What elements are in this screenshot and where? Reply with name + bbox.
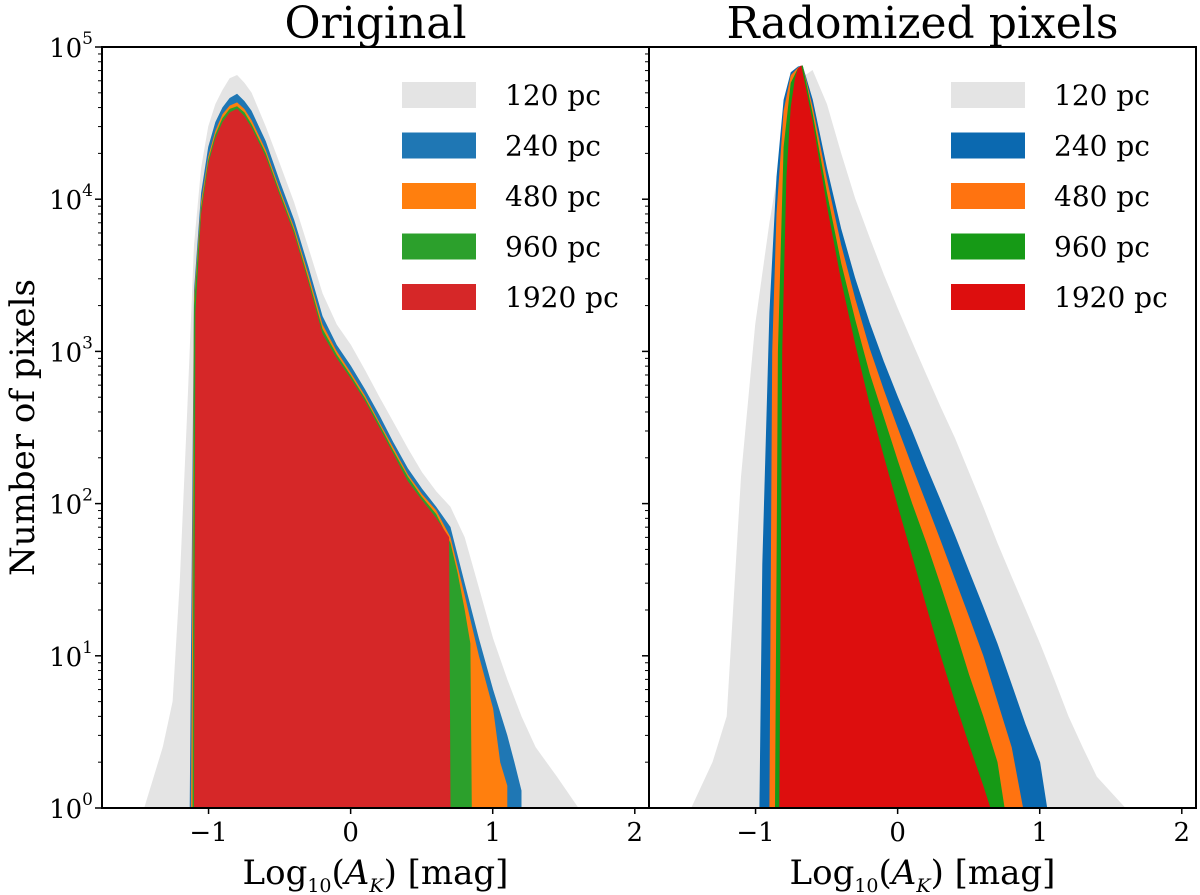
panel-1: Original−1 0 1 2100101102103104105Log10(AK)… [49, 0, 650, 895]
legend-swatch [402, 82, 476, 108]
legend-swatch [951, 132, 1025, 159]
panel-title: Radomized pixels [727, 0, 1119, 49]
y-tick-label: 102 [49, 486, 93, 521]
legend-swatch [951, 233, 1025, 260]
x-tick-label: 1 [484, 818, 501, 848]
y-axis-label: Number of pixels [3, 279, 43, 576]
legend: 120 pc 240 pc 480 pc 960 pc 1920 pc [402, 79, 619, 314]
x-label-log: Log [790, 853, 855, 893]
legend-label: 120 pc [505, 79, 601, 112]
legend-swatch [402, 284, 476, 310]
legend-swatch [951, 284, 1025, 310]
legend-label: 480 pc [505, 180, 601, 213]
legend-label: 240 pc [1054, 130, 1150, 163]
x-label-paren: ) [931, 853, 944, 893]
y-tick-exponent: 2 [82, 486, 93, 506]
x-tick-label: 2 [1174, 818, 1191, 848]
y-tick-label: 104 [49, 181, 93, 216]
y-tick-exponent: 3 [82, 333, 93, 353]
legend-label: 1920 pc [505, 281, 619, 314]
legend-label: 240 pc [505, 130, 601, 163]
legend-label: 1920 pc [1054, 281, 1168, 314]
x-label-paren: ( [332, 853, 345, 893]
x-label-unit: [mag] [944, 853, 1056, 893]
legend-label: 480 pc [1054, 180, 1150, 213]
histogram-areas [691, 65, 1126, 808]
x-label-variable: A [342, 853, 370, 893]
y-tick-label: 100 [49, 790, 93, 825]
x-label-paren: ) [384, 853, 397, 893]
histogram-areas [144, 75, 579, 808]
x-label-subscript: 10 [854, 875, 878, 895]
x-tick-label: 0 [342, 818, 359, 848]
y-tick-base: 10 [49, 338, 82, 368]
x-axis-label: Log10(AK) [mag] [243, 853, 509, 895]
y-tick-exponent: 5 [82, 29, 93, 49]
x-label-subscript: 10 [307, 875, 331, 895]
y-tick-label: 101 [49, 638, 93, 673]
legend: 120 pc 240 pc 480 pc 960 pc 1920 pc [951, 79, 1168, 314]
x-tick-label: 1 [1031, 818, 1048, 848]
y-tick-base: 10 [49, 186, 82, 216]
x-label-log: Log [243, 853, 308, 893]
legend-swatch [402, 183, 476, 209]
histogram-1920-pc [779, 65, 991, 808]
x-label-variable: A [889, 853, 917, 893]
x-label-unit: [mag] [397, 853, 509, 893]
panel-title: Original [284, 0, 466, 49]
y-tick-label: 103 [49, 333, 93, 368]
legend-label: 960 pc [1054, 231, 1150, 264]
x-tick-label: −1 [736, 818, 774, 848]
legend-swatch [951, 82, 1025, 108]
panel-2: Radomized pixels −1 0 1 2 Log10(AK) [mag] 120 … [642, 0, 1197, 895]
y-tick-base: 10 [49, 795, 82, 825]
x-label-variable-subscript: K [368, 875, 385, 895]
histogram-1920-pc [193, 108, 451, 808]
x-axis-label: Log10(AK) [mag] [790, 853, 1056, 895]
legend-label: 120 pc [1054, 79, 1150, 112]
y-tick-exponent: 1 [82, 638, 93, 658]
legend-swatch [951, 183, 1025, 209]
legend-label: 960 pc [505, 231, 601, 264]
x-label-paren: ( [879, 853, 892, 893]
y-tick-exponent: 4 [82, 181, 93, 201]
x-tick-label: −1 [189, 818, 227, 848]
legend-swatch [402, 132, 476, 159]
y-tick-exponent: 0 [82, 790, 93, 810]
legend-swatch [402, 233, 476, 260]
y-tick-base: 10 [49, 491, 82, 521]
y-tick-base: 10 [49, 643, 82, 673]
x-label-variable-subscript: K [915, 875, 932, 895]
y-tick-label: 105 [49, 29, 93, 64]
plot-frame [648, 46, 1197, 809]
x-tick-label: 0 [889, 818, 906, 848]
x-tick-label: 2 [627, 818, 644, 848]
y-tick-base: 10 [49, 34, 82, 64]
